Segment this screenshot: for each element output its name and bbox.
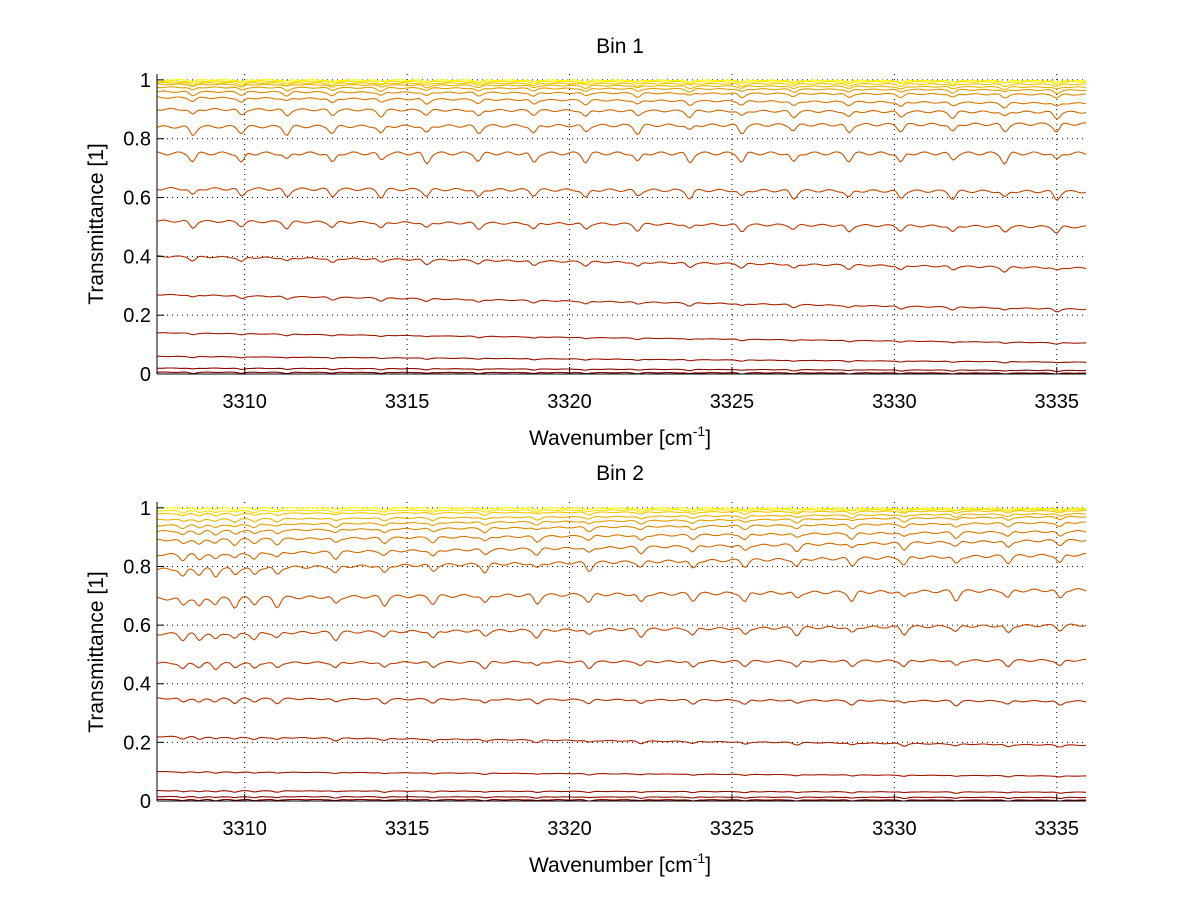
chart-panel-bin-2: Bin 2 Transmittance [1] Wavenumber [cm-1… <box>85 462 1087 877</box>
x-axis-label-main: Wavenumber [cm <box>529 427 693 450</box>
y-axis-label: Transmittance [1] <box>85 143 108 304</box>
x-axis-label: Wavenumber [cm-1] <box>529 423 711 450</box>
x-axis-label-superscript: -1 <box>693 423 706 439</box>
y-tick-label: 0 <box>140 364 151 386</box>
series-line <box>156 83 1087 91</box>
series-line <box>156 86 1087 95</box>
series-line <box>156 151 1087 165</box>
series-line <box>156 588 1087 609</box>
series-line <box>156 530 1087 547</box>
y-tick-label: 0.6 <box>123 188 151 210</box>
series-line <box>156 521 1087 536</box>
x-tick-label: 3310 <box>222 391 267 413</box>
series-line <box>156 512 1087 523</box>
series-line <box>156 508 1087 514</box>
series-line <box>156 107 1087 120</box>
series-line <box>156 538 1087 562</box>
series-line <box>156 798 1087 802</box>
series-line <box>156 623 1087 642</box>
x-tick-label: 3320 <box>547 818 592 840</box>
y-tick-label: 0.6 <box>123 615 151 637</box>
series-line <box>156 515 1087 530</box>
series-line <box>156 90 1087 99</box>
series-line <box>156 81 1087 88</box>
series-line <box>156 371 1087 375</box>
x-tick-label: 3320 <box>547 391 592 413</box>
y-tick-label: 0.8 <box>123 129 151 151</box>
x-axis-label-bracket: ] <box>705 854 711 877</box>
series-line <box>156 332 1086 345</box>
y-tick-label: 0.8 <box>123 556 151 578</box>
series-line <box>156 509 1087 517</box>
series-line <box>156 80 1087 85</box>
chart-panel-bin-1: Bin 1 Transmittance [1] Wavenumber [cm-1… <box>85 35 1087 450</box>
x-tick-label: 3330 <box>872 818 917 840</box>
series-line <box>157 790 1087 794</box>
series-line <box>156 96 1087 109</box>
chart-title: Bin 2 <box>596 462 644 485</box>
x-tick-label: 3325 <box>710 391 755 413</box>
series-line <box>156 795 1087 800</box>
x-tick-label: 3335 <box>1035 391 1080 413</box>
y-tick-label: 1 <box>140 70 151 92</box>
series-line <box>156 367 1087 373</box>
series-line <box>156 219 1086 234</box>
x-tick-label: 3335 <box>1035 818 1080 840</box>
y-tick-label: 0.2 <box>123 305 151 327</box>
y-tick-label: 1 <box>140 498 151 520</box>
series-line <box>156 186 1087 202</box>
y-tick-label: 0.2 <box>123 732 151 754</box>
x-axis-label-bracket: ] <box>705 427 711 450</box>
x-tick-label: 3310 <box>222 818 267 840</box>
series-line <box>156 552 1087 578</box>
y-tick-label: 0 <box>140 791 151 813</box>
x-axis-label: Wavenumber [cm-1] <box>529 850 711 877</box>
x-tick-label: 3330 <box>872 391 917 413</box>
x-tick-label: 3325 <box>710 818 755 840</box>
series-line <box>156 735 1087 748</box>
series-line <box>156 79 1087 84</box>
series-line <box>157 355 1087 364</box>
series-line <box>156 293 1087 313</box>
series-line <box>156 770 1086 778</box>
x-axis-label-superscript: -1 <box>693 850 706 866</box>
x-tick-label: 3315 <box>385 818 430 840</box>
series-line <box>157 507 1087 511</box>
x-tick-label: 3315 <box>385 391 430 413</box>
series-line <box>156 255 1087 273</box>
series-line <box>156 697 1087 707</box>
series-line <box>156 658 1087 670</box>
series-line <box>156 122 1087 137</box>
x-axis-label-main: Wavenumber [cm <box>529 854 693 877</box>
y-tick-label: 0.4 <box>123 246 151 268</box>
y-axis-label: Transmittance [1] <box>85 571 108 732</box>
y-tick-label: 0.4 <box>123 674 151 696</box>
chart-title: Bin 1 <box>596 35 644 58</box>
